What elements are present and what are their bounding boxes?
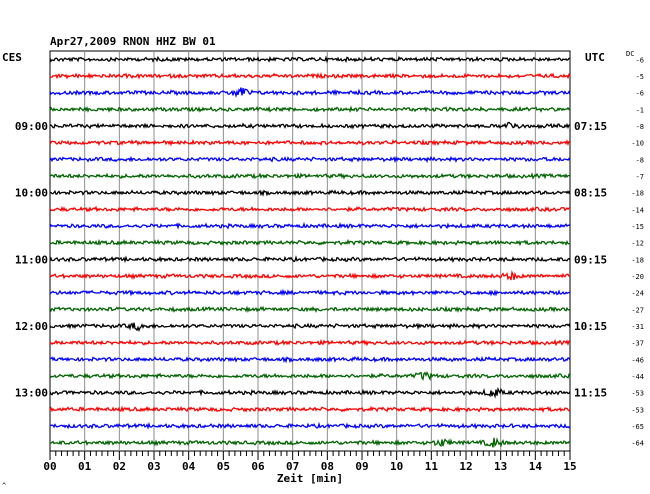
- trace-row-17: [49, 338, 571, 347]
- dc-offset-15: -27: [631, 306, 644, 314]
- dc-offset-14: -24: [631, 290, 644, 298]
- trace-row-10: [49, 221, 571, 230]
- dc-offset-13: -20: [631, 273, 644, 281]
- trace-row-11: [49, 238, 571, 247]
- x-tick-label-09: 09: [355, 460, 368, 473]
- dc-offset-16: -31: [631, 323, 644, 331]
- trace-row-6: [49, 155, 571, 164]
- left-time-label-20: 13:00: [15, 387, 48, 400]
- left-timezone-label: CES: [2, 51, 22, 64]
- chart-title: Apr27,2009 RNON HHZ BW 01: [50, 35, 216, 48]
- dc-offset-20: -53: [631, 390, 644, 398]
- x-tick-label-14: 14: [529, 460, 543, 473]
- x-tick-label-07: 07: [286, 460, 299, 473]
- dc-offset-11: -12: [631, 240, 644, 248]
- dc-offset-8: -18: [631, 190, 644, 198]
- grid-lines: [84, 51, 536, 451]
- x-tick-label-10: 10: [390, 460, 403, 473]
- dc-offset-7: -7: [636, 173, 644, 181]
- right-time-label-4: 07:15: [574, 120, 607, 133]
- right-timezone-label: UTC: [585, 51, 605, 64]
- dc-offset-6: -8: [636, 156, 644, 164]
- trace-row-3: [49, 105, 571, 113]
- dc-offset-5: -10: [631, 140, 644, 148]
- left-time-label-16: 12:00: [15, 320, 48, 333]
- trace-row-21: [49, 405, 571, 414]
- trace-row-22: [49, 421, 571, 430]
- dc-offset-21: -53: [631, 406, 644, 414]
- x-tick-label-06: 06: [251, 460, 265, 473]
- right-time-label-12: 09:15: [574, 253, 607, 266]
- x-tick-label-12: 12: [459, 460, 472, 473]
- x-tick-label-13: 13: [494, 460, 507, 473]
- x-tick-label-03: 03: [147, 460, 160, 473]
- footer-mark: ^: [2, 482, 6, 490]
- x-axis-label: Zeit [min]: [277, 472, 343, 485]
- trace-row-14: [49, 288, 571, 297]
- trace-row-7: [49, 172, 570, 180]
- trace-row-15: [49, 305, 571, 314]
- trace-row-9: [49, 205, 571, 213]
- left-time-label-12: 11:00: [15, 253, 48, 266]
- trace-row-4: [49, 121, 571, 130]
- x-tick-label-08: 08: [321, 460, 334, 473]
- x-axis: 00 01 02 03 04 05 06 07 08 09 10 11 12 13 14 15: [43, 451, 577, 473]
- dc-offset-10: -15: [631, 223, 644, 231]
- trace-row-18: [49, 355, 571, 364]
- dc-offset-23: -64: [631, 440, 644, 448]
- trace-row-16: [49, 322, 571, 332]
- trace-row-0: [49, 55, 571, 64]
- dc-offset-17: -37: [631, 340, 644, 348]
- x-tick-label-01: 01: [78, 460, 92, 473]
- dc-offset-22: -65: [631, 423, 644, 431]
- trace-row-20: [49, 386, 571, 399]
- trace-row-8: [49, 189, 571, 197]
- x-tick-label-00: 00: [43, 460, 56, 473]
- dc-offset-18: -46: [631, 356, 644, 364]
- x-tick-label-02: 02: [113, 460, 126, 473]
- trace-row-12: [49, 255, 571, 264]
- dc-label: DC: [626, 50, 634, 58]
- dc-offset-19: -44: [631, 373, 644, 381]
- dc-offset-3: -1: [636, 106, 644, 114]
- trace-row-1: [49, 71, 571, 80]
- dc-offsets: -6 -5 -6 -1 -8 -10 -8 -7 -18 -14 -15 -12 -18 -20 -24 -2…: [631, 56, 644, 447]
- right-time-label-8: 08:15: [574, 187, 607, 200]
- left-time-label-4: 09:00: [15, 120, 48, 133]
- left-time-label-8: 10:00: [15, 187, 48, 200]
- x-tick-label-11: 11: [425, 460, 439, 473]
- right-time-label-20: 11:15: [574, 387, 607, 400]
- x-tick-label-04: 04: [182, 460, 196, 473]
- x-tick-label-05: 05: [217, 460, 230, 473]
- trace-row-13: [49, 269, 571, 281]
- dc-offset-0: -6: [636, 56, 644, 64]
- trace-row-19: [49, 371, 571, 382]
- dc-offset-4: -8: [636, 123, 644, 131]
- dc-offset-12: -18: [631, 256, 644, 264]
- dc-offset-9: -14: [631, 206, 644, 214]
- left-time-labels: 09:00 10:00 11:00 12:00 13:00: [15, 120, 48, 400]
- traces: [49, 55, 571, 448]
- right-time-labels: 07:15 08:15 09:15 10:15 11:15: [574, 120, 607, 400]
- trace-row-5: [49, 138, 571, 147]
- trace-row-23: [49, 437, 570, 448]
- dc-offset-2: -6: [636, 90, 644, 98]
- dc-offset-1: -5: [636, 73, 644, 81]
- right-time-label-16: 10:15: [574, 320, 607, 333]
- trace-row-2: [49, 87, 571, 99]
- x-tick-label-15: 15: [563, 460, 576, 473]
